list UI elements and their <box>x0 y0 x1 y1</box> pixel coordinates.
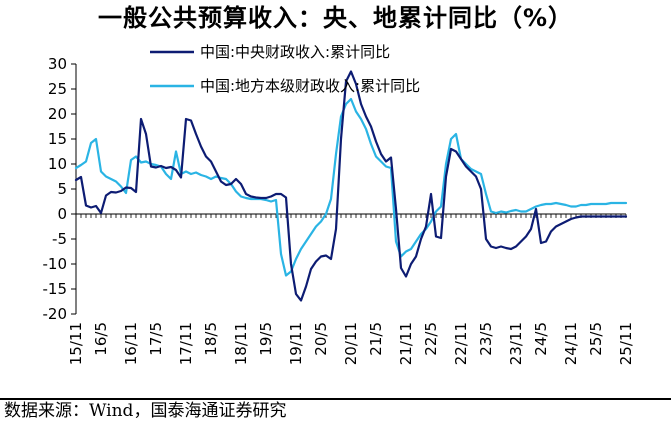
x-tick-label: 20/5 <box>312 322 330 356</box>
x-tick-label: 16/11 <box>122 322 140 365</box>
y-tick-label: -15 <box>43 280 68 298</box>
y-tick-label: 30 <box>48 55 67 73</box>
y-tick-label: 5 <box>57 180 67 198</box>
x-tick-label: 22/5 <box>422 322 440 356</box>
x-tick-label: 21/5 <box>367 322 385 356</box>
legend-label: 中国:中央财政收入:累计同比 <box>200 43 390 61</box>
y-tick-label: 15 <box>48 130 67 148</box>
y-tick-label: -20 <box>43 305 68 323</box>
y-tick-label: 25 <box>48 80 67 98</box>
series-line <box>74 70 628 302</box>
x-tick-label: 16/5 <box>92 322 110 356</box>
series-line <box>74 97 628 277</box>
x-tick-label: 23/11 <box>507 322 525 365</box>
source-divider <box>0 398 671 400</box>
x-tick-label: 23/5 <box>477 322 495 356</box>
x-tick-label: 17/5 <box>147 322 165 356</box>
x-tick-label: 21/11 <box>397 322 415 365</box>
x-tick-label: 19/11 <box>287 322 305 365</box>
x-tick-label: 24/5 <box>532 322 550 356</box>
x-tick-label: 19/5 <box>257 322 275 356</box>
x-tick-label: 20/11 <box>342 322 360 365</box>
x-tick-label: 18/11 <box>232 322 250 365</box>
y-tick-label: -5 <box>52 230 67 248</box>
legend-label: 中国:地方本级财政收入:累计同比 <box>200 77 420 95</box>
x-tick-label: 15/11 <box>67 322 85 365</box>
chart-series-lines <box>74 70 628 302</box>
y-tick-label: -10 <box>43 255 68 273</box>
y-tick-label: 20 <box>48 105 67 123</box>
x-tick-label: 25/11 <box>617 322 635 365</box>
y-tick-label: 10 <box>48 155 67 173</box>
x-tick-label: 17/11 <box>177 322 195 365</box>
x-tick-label: 24/11 <box>562 322 580 365</box>
source-note: 数据来源：Wind，国泰海通证券研究 <box>4 401 287 421</box>
y-tick-label: 0 <box>57 205 67 223</box>
x-tick-label: 25/5 <box>587 322 605 356</box>
x-tick-label: 18/5 <box>202 322 220 356</box>
x-tick-label: 22/11 <box>452 322 470 365</box>
chart-title: 一般公共预算收入：央、地累计同比（%） <box>97 4 574 32</box>
